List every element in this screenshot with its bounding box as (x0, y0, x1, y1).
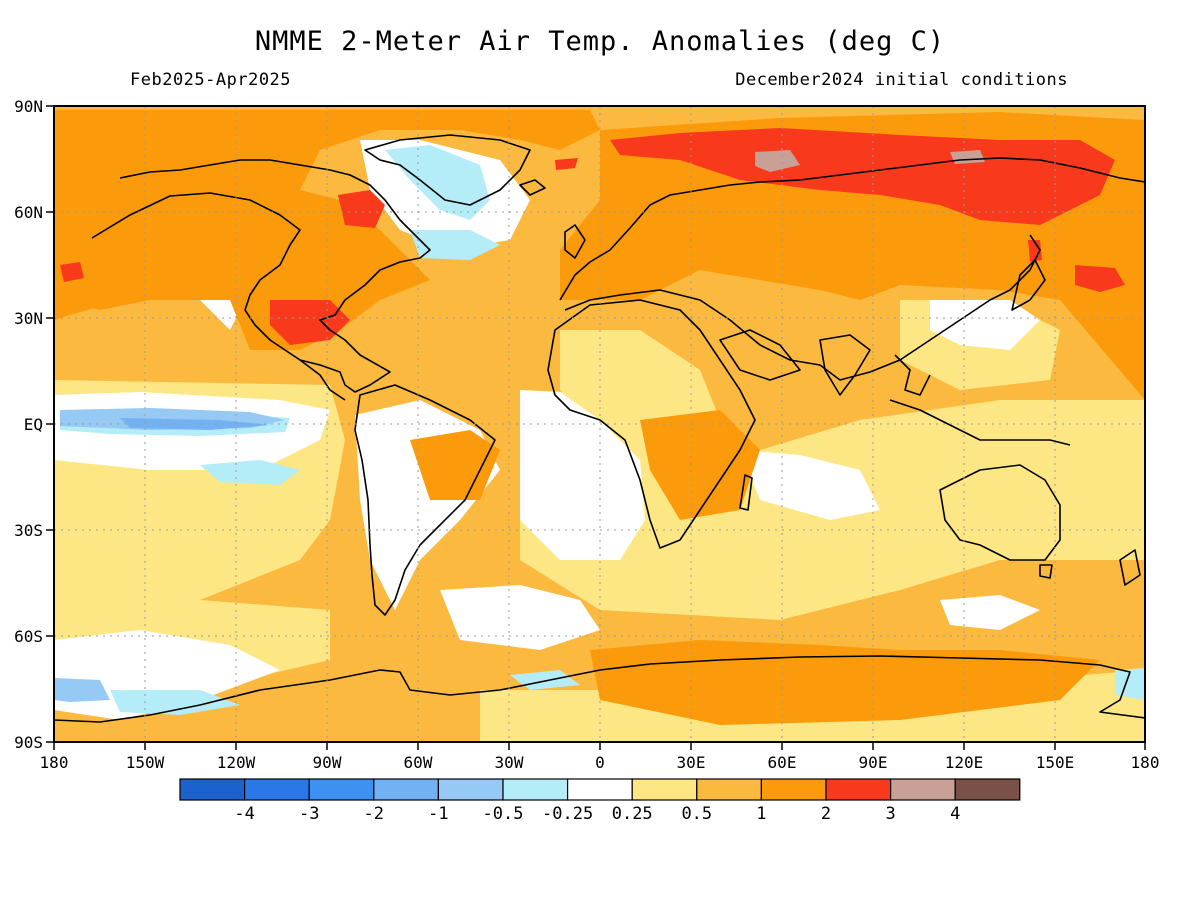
lon-label-30w: 30W (495, 753, 524, 772)
forecast-period: Feb2025-Apr2025 (130, 70, 292, 90)
coastlines (54, 134, 1145, 723)
legend-swatch (954, 778, 1021, 801)
lat-label-30s: 30S (14, 521, 43, 540)
legend-swatch (889, 778, 956, 801)
lon-label-180e: 180 (1131, 753, 1160, 772)
lon-label-150e: 150E (1036, 753, 1075, 772)
legend-label: 4 (950, 804, 960, 824)
lon-label-180w: 180 (40, 753, 69, 772)
legend-label: -3 (299, 804, 319, 824)
lon-label-120w: 120W (217, 753, 256, 772)
legend-swatch (566, 778, 633, 801)
lat-label-eq: EQ (24, 415, 43, 434)
lon-label-0: 0 (595, 753, 605, 772)
legend-label: 0.5 (681, 804, 712, 824)
legend-swatch (437, 778, 504, 801)
legend-label: -2 (364, 804, 384, 824)
legend-swatch (825, 778, 892, 801)
tick-marks (46, 105, 1146, 750)
lat-label-90s: 90S (14, 733, 43, 752)
lon-label-60e: 60E (768, 753, 797, 772)
legend-swatch (631, 778, 698, 801)
lat-label-60s: 60S (14, 627, 43, 646)
lat-label-90n: 90N (14, 97, 43, 116)
legend-swatch (373, 778, 439, 801)
lat-label-60n: 60N (14, 203, 43, 222)
legend-swatch (502, 778, 569, 801)
legend-swatches (179, 778, 1021, 801)
legend-label: -0.5 (483, 804, 524, 824)
legend-label: -0.25 (542, 804, 593, 824)
legend-label: 0.25 (612, 804, 653, 824)
legend-swatch (308, 778, 375, 801)
lon-label-30e: 30E (677, 753, 706, 772)
legend-swatch (760, 778, 827, 801)
legend-labels: -4 -3 -2 -1 -0.5 -0.25 0.25 0.5 1 2 3 4 (234, 804, 960, 824)
lon-label-150w: 150W (126, 753, 165, 772)
lon-label-90e: 90E (859, 753, 888, 772)
lon-label-90w: 90W (313, 753, 342, 772)
legend-swatch (179, 778, 246, 801)
legend-swatch (696, 778, 762, 801)
lon-label-60w: 60W (404, 753, 433, 772)
graticule (54, 106, 1145, 742)
legend-label: -1 (428, 804, 448, 824)
lat-label-30n: 30N (14, 309, 43, 328)
legend-label: 1 (756, 804, 766, 824)
legend-label: -4 (234, 804, 254, 824)
legend-swatch (244, 778, 310, 801)
legend-label: 3 (885, 804, 895, 824)
lon-label-120e: 120E (945, 753, 984, 772)
color-legend: -4 -3 -2 -1 -0.5 -0.25 0.25 0.5 1 2 3 4 (179, 778, 1021, 824)
initial-conditions: December2024 initial conditions (735, 70, 1068, 90)
legend-label: 2 (821, 804, 831, 824)
map-title: NMME 2-Meter Air Temp. Anomalies (deg C) (254, 26, 946, 57)
